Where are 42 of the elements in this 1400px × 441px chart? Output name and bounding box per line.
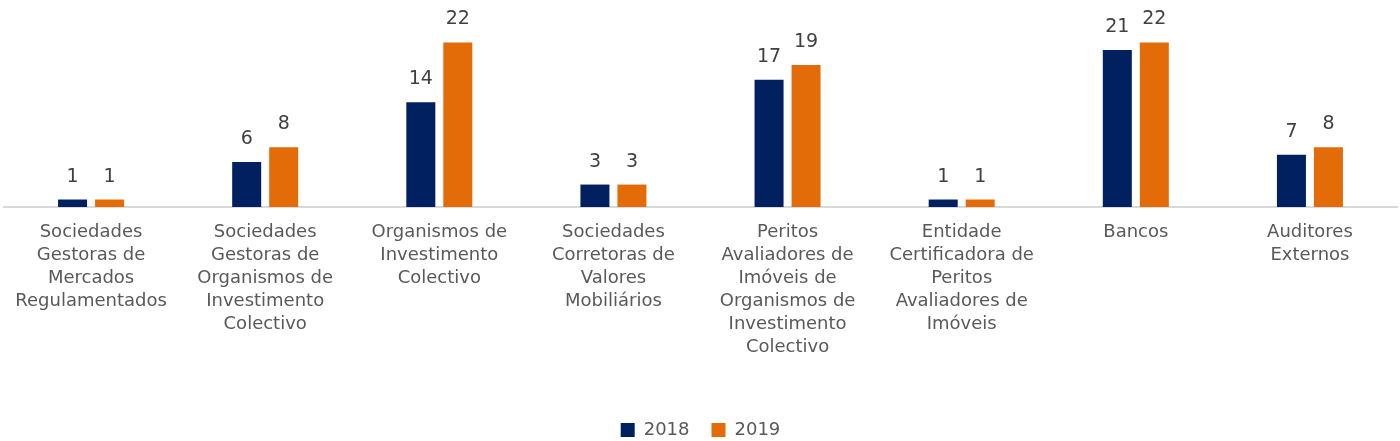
bar <box>1276 154 1306 207</box>
x-tick-label: Sociedades Corretoras de Valores Mobiliários <box>552 220 675 311</box>
x-tick-label: Sociedades Gestoras de Mercados Regulamentados <box>15 220 167 311</box>
bar <box>443 42 473 207</box>
data-label: 19 <box>793 28 819 51</box>
data-label: 8 <box>277 111 290 134</box>
data-label: 7 <box>1285 118 1298 141</box>
x-tick-label: Auditores Externos <box>1267 220 1353 265</box>
data-label: 6 <box>240 126 253 149</box>
bar <box>1313 147 1343 207</box>
legend-label: 2019 <box>734 417 781 439</box>
x-tick-label: Bancos <box>1103 220 1169 242</box>
bar <box>928 199 958 207</box>
bar <box>58 199 88 207</box>
x-tick-label: Entidade Certificadora de Peritos Avaliadores de Imóveis <box>889 220 1034 334</box>
bar <box>95 199 125 207</box>
data-label: 1 <box>937 163 950 186</box>
bar <box>580 184 610 207</box>
data-label: 3 <box>588 148 601 171</box>
legend-label: 2018 <box>643 417 690 439</box>
data-label: 3 <box>625 148 638 171</box>
bar <box>617 184 647 207</box>
bar <box>406 102 436 207</box>
data-label: 21 <box>1105 13 1130 36</box>
bar <box>232 162 262 207</box>
x-tick-label: Peritos Avaliadores de Imóveis de Organismos de Investimento Colectivo <box>719 220 856 357</box>
data-label: 8 <box>1322 111 1335 134</box>
bar <box>965 199 995 207</box>
data-label: 1 <box>103 163 116 186</box>
data-label: 14 <box>408 66 433 89</box>
bar <box>269 147 299 207</box>
x-tick-label: Sociedades Gestoras de Organismos de Investimento Colectivo <box>197 220 334 334</box>
data-label: 22 <box>445 6 470 29</box>
x-tick-label: Organismos de Investimento Colectivo <box>371 220 508 288</box>
data-label: 1 <box>66 163 79 186</box>
data-label: 17 <box>756 43 782 66</box>
bar <box>1102 49 1132 207</box>
bar <box>791 64 821 207</box>
bar <box>754 79 784 207</box>
data-label: 1 <box>974 163 987 186</box>
data-label: 22 <box>1142 6 1167 29</box>
bar <box>1139 42 1169 207</box>
